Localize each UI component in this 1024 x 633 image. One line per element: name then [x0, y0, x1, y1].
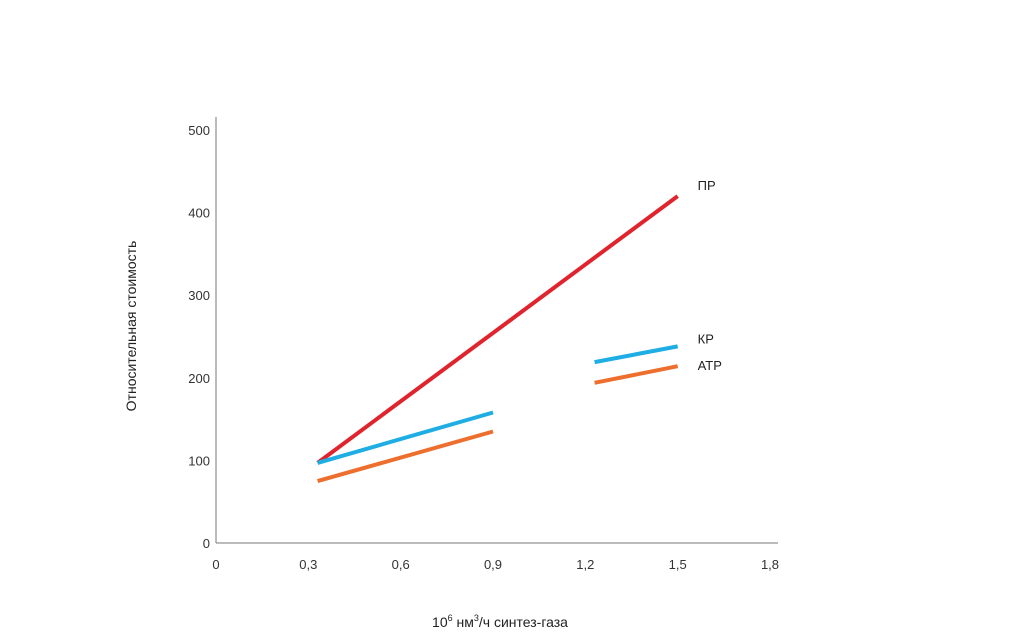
- series-lines: [316, 194, 679, 484]
- y-tick-label: 300: [188, 288, 210, 303]
- x-tick-label: 1,2: [576, 557, 594, 572]
- series-label: АТР: [698, 358, 722, 373]
- y-tick-label: 0: [203, 536, 210, 551]
- y-axis-title: Относительная стоимость: [123, 241, 139, 412]
- y-tick-labels: 0 100 200 300 400 500: [188, 123, 210, 551]
- y-tick-label: 200: [188, 371, 210, 386]
- series-label: КР: [698, 331, 714, 346]
- x-tick-label: 1,5: [669, 557, 687, 572]
- x-tick-label: 0,6: [392, 557, 410, 572]
- x-axis-title-prefix: 10: [432, 614, 448, 628]
- x-tick-label: 0,3: [299, 557, 317, 572]
- x-axis-title-suffix: /ч синтез-газа: [479, 614, 568, 628]
- x-axis-title-unit-exponent: 3: [474, 613, 479, 623]
- x-axis-title: 106 нм3/ч синтез-газа: [432, 613, 568, 628]
- series-labels: ПР КР АТР: [698, 178, 722, 373]
- y-tick-label: 100: [188, 453, 210, 468]
- x-axis-title-exponent: 6: [448, 613, 453, 623]
- x-tick-label: 0,9: [484, 557, 502, 572]
- series-line-3-segment-1: [317, 429, 494, 484]
- y-tick-label: 500: [188, 123, 210, 138]
- series-line-2-segment-2: [594, 344, 679, 365]
- series-line-2-segment-1: [317, 410, 494, 465]
- series-label: ПР: [698, 178, 716, 193]
- series-line-1-segment-1: [316, 194, 679, 465]
- x-tick-labels: 0 0,3 0,6 0,9 1,2 1,5 1,8: [212, 557, 779, 572]
- series-line-3-segment-2: [594, 364, 679, 385]
- x-axis-title-unit: нм: [453, 614, 474, 628]
- x-tick-label: 0: [212, 557, 219, 572]
- x-tick-label: 1,8: [761, 557, 779, 572]
- y-tick-label: 400: [188, 206, 210, 221]
- axes: [215, 117, 778, 544]
